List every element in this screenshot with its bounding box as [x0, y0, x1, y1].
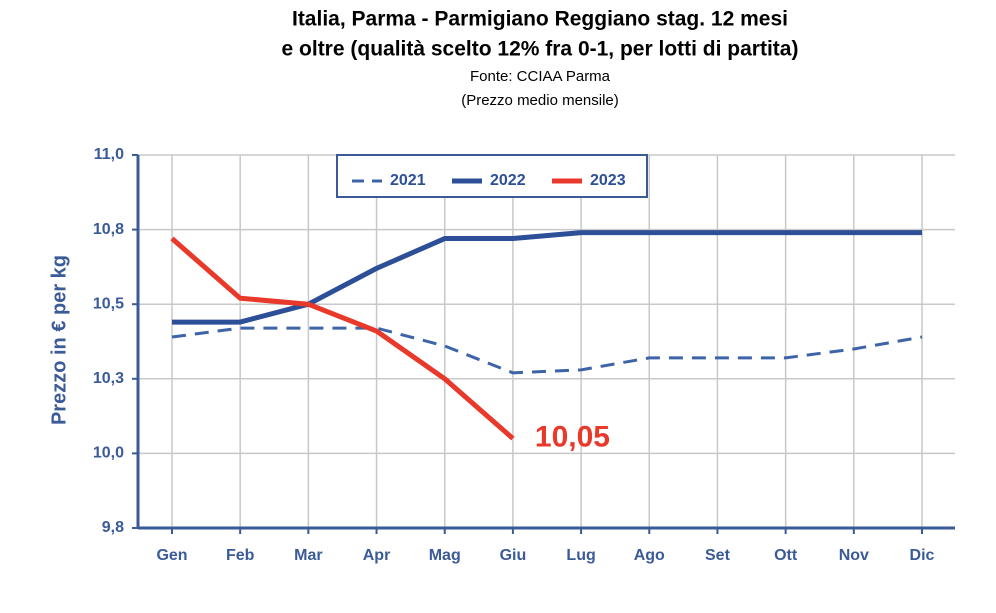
x-tick-label: Apr — [363, 547, 391, 564]
y-tick-label: 9,8 — [102, 519, 124, 536]
chart-subtitle: Fonte: CCIAA Parma — [470, 68, 611, 85]
y-tick-label: 10,8 — [93, 221, 124, 238]
x-tick-label: Giu — [500, 547, 527, 564]
x-tick-label: Nov — [839, 547, 869, 564]
y-tick-label: 11,0 — [94, 146, 124, 163]
series-line — [172, 230, 922, 325]
data-label: 10,05 — [535, 420, 610, 453]
series-line — [171, 326, 923, 375]
x-tick-label: Lug — [566, 547, 595, 564]
y-axis-label: Prezzo in € per kg — [48, 255, 70, 425]
y-tick-label: 10,3 — [93, 370, 124, 387]
y-tick-label: 10,5 — [93, 295, 124, 312]
x-tick-label: Gen — [156, 547, 187, 564]
x-tick-label: Ott — [774, 547, 798, 564]
x-tick-label: Mar — [294, 547, 322, 564]
legend-label: 2023 — [590, 172, 626, 189]
x-tick-label: Ago — [634, 547, 665, 564]
legend-label: 2022 — [490, 172, 526, 189]
legend-label: 2021 — [390, 172, 426, 189]
chart-title: e oltre (qualità scelto 12% fra 0-1, per… — [282, 38, 799, 61]
series-line — [170, 236, 515, 441]
chart-subtitle: (Prezzo medio mensile) — [461, 92, 619, 109]
y-tick-label: 10,0 — [93, 445, 124, 462]
x-tick-label: Mag — [429, 547, 461, 564]
x-tick-label: Set — [705, 547, 731, 564]
legend-box — [336, 154, 648, 198]
x-tick-label: Feb — [226, 547, 255, 564]
x-tick-label: Dic — [910, 547, 935, 564]
chart-title: Italia, Parma - Parmigiano Reggiano stag… — [292, 8, 788, 31]
